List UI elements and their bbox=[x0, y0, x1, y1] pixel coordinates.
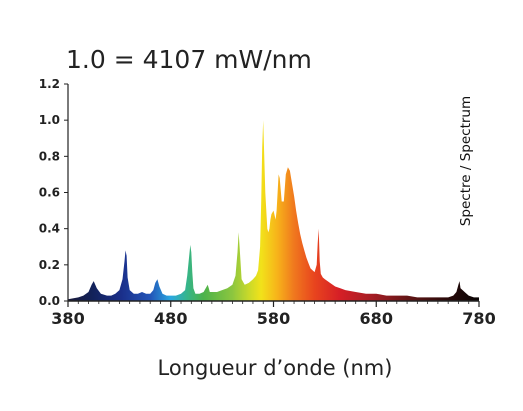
spectrum-side-label: Spectre / Spectrum bbox=[458, 96, 474, 226]
x-axis-ticks: 380 480 580 680 780 bbox=[51, 301, 496, 328]
x-tick-label: 480 bbox=[154, 309, 187, 328]
spectrum-series-area bbox=[68, 120, 479, 301]
y-tick-label: 1.2 bbox=[39, 77, 60, 91]
x-tick-label: 680 bbox=[360, 309, 393, 328]
y-tick-label: 0.6 bbox=[39, 186, 60, 200]
x-axis-label: Longueur d’onde (nm) bbox=[158, 356, 393, 380]
x-tick-label: 580 bbox=[257, 309, 290, 328]
y-tick-label: 0.2 bbox=[39, 258, 60, 272]
x-tick-label: 380 bbox=[51, 309, 84, 328]
plot-area bbox=[68, 120, 479, 301]
chart-title: 1.0 = 4107 mW/nm bbox=[66, 45, 312, 74]
y-tick-label: 0.0 bbox=[39, 294, 60, 308]
y-tick-label: 0.4 bbox=[39, 222, 60, 236]
y-tick-label: 1.0 bbox=[39, 113, 60, 127]
x-tick-label: 780 bbox=[462, 309, 495, 328]
y-axis-ticks: 0.0 0.2 0.4 0.6 0.8 1.0 1.2 bbox=[39, 77, 68, 308]
y-tick-label: 0.8 bbox=[39, 149, 60, 163]
